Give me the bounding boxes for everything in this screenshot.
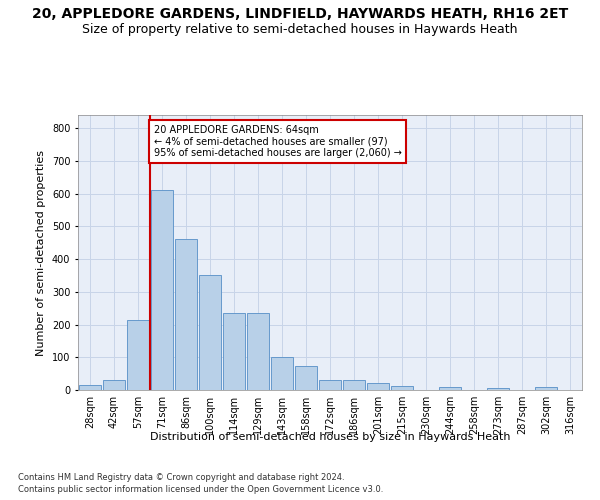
- Bar: [79, 385, 101, 390]
- Bar: [439, 386, 461, 390]
- Bar: [247, 313, 269, 390]
- Bar: [535, 388, 557, 390]
- Text: Distribution of semi-detached houses by size in Haywards Heath: Distribution of semi-detached houses by …: [150, 432, 510, 442]
- Bar: [343, 380, 365, 390]
- Text: Size of property relative to semi-detached houses in Haywards Heath: Size of property relative to semi-detach…: [82, 22, 518, 36]
- Bar: [223, 313, 245, 390]
- Bar: [319, 380, 341, 390]
- Bar: [295, 366, 317, 390]
- Bar: [127, 320, 149, 390]
- Bar: [103, 380, 125, 390]
- Bar: [151, 190, 173, 390]
- Y-axis label: Number of semi-detached properties: Number of semi-detached properties: [37, 150, 46, 356]
- Text: 20, APPLEDORE GARDENS, LINDFIELD, HAYWARDS HEATH, RH16 2ET: 20, APPLEDORE GARDENS, LINDFIELD, HAYWAR…: [32, 8, 568, 22]
- Bar: [367, 384, 389, 390]
- Bar: [487, 388, 509, 390]
- Bar: [175, 240, 197, 390]
- Bar: [271, 358, 293, 390]
- Text: Contains public sector information licensed under the Open Government Licence v3: Contains public sector information licen…: [18, 485, 383, 494]
- Bar: [199, 276, 221, 390]
- Text: Contains HM Land Registry data © Crown copyright and database right 2024.: Contains HM Land Registry data © Crown c…: [18, 474, 344, 482]
- Bar: [391, 386, 413, 390]
- Text: 20 APPLEDORE GARDENS: 64sqm
← 4% of semi-detached houses are smaller (97)
95% of: 20 APPLEDORE GARDENS: 64sqm ← 4% of semi…: [154, 125, 401, 158]
